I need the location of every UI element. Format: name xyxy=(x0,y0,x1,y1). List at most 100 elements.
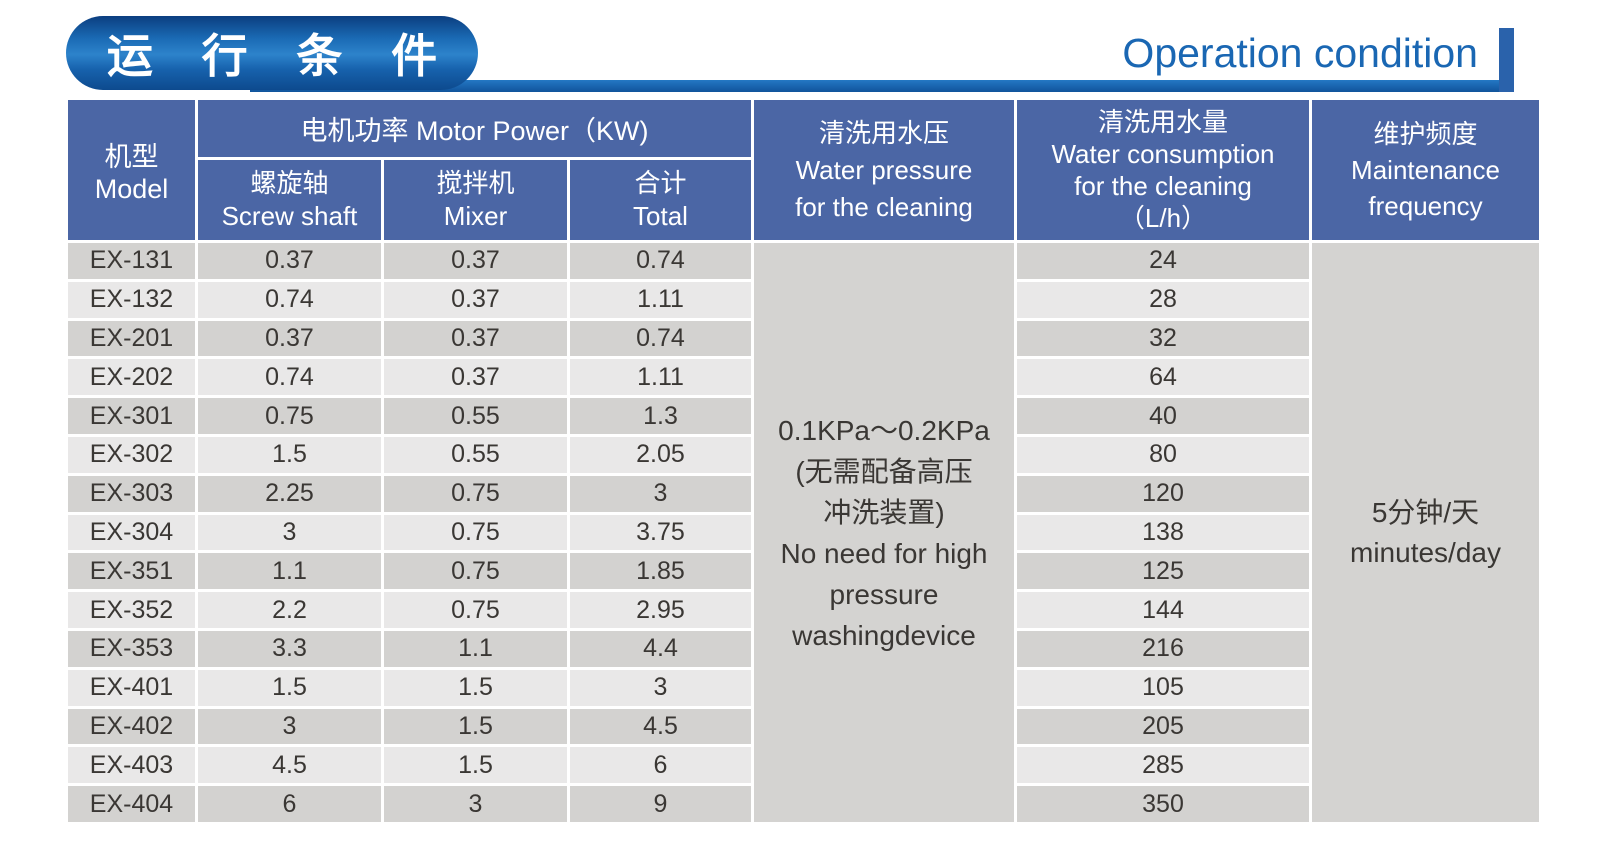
water-consumption-cell: 40 xyxy=(1017,398,1309,434)
total-cell: 6 xyxy=(570,747,751,784)
model-and-power-rows: EX-131 0.37 0.37 0.74 EX-132 0.74 0.37 1… xyxy=(68,243,751,822)
header-model: 机型 Model xyxy=(68,100,195,240)
total-cell: 1.85 xyxy=(570,553,751,590)
model-cell: EX-132 xyxy=(68,281,195,318)
header-motor-power-group: 电机功率 Motor Power（KW) 螺旋轴 Screw shaft 搅拌机… xyxy=(198,100,751,240)
table-row: EX-401 1.5 1.5 3 xyxy=(68,669,751,706)
screw-shaft-cell: 0.37 xyxy=(198,320,381,357)
model-cell: EX-404 xyxy=(68,786,195,822)
header-mixer: 搅拌机 Mixer xyxy=(384,160,567,240)
screw-shaft-cell: 3.3 xyxy=(198,630,381,667)
water-consumption-cell: 24 xyxy=(1017,243,1309,279)
mixer-cell: 1.5 xyxy=(384,708,567,745)
table-row: EX-131 0.37 0.37 0.74 xyxy=(68,243,751,279)
operation-condition-table: 机型 Model 电机功率 Motor Power（KW) 螺旋轴 Screw … xyxy=(68,100,1539,822)
total-cell: 2.05 xyxy=(570,436,751,473)
model-cell: EX-352 xyxy=(68,592,195,628)
model-cell: EX-351 xyxy=(68,553,195,590)
model-cell: EX-302 xyxy=(68,436,195,473)
screw-shaft-cell: 1.5 xyxy=(198,669,381,706)
header-total: 合计 Total xyxy=(570,160,751,240)
table-row: EX-352 2.2 0.75 2.95 xyxy=(68,592,751,628)
header-screw-shaft: 螺旋轴 Screw shaft xyxy=(198,160,381,240)
screw-shaft-cell: 3 xyxy=(198,708,381,745)
banner-horizontal-bar xyxy=(250,80,1514,92)
screw-shaft-cell: 1.1 xyxy=(198,553,381,590)
water-consumption-column: 24 28 32 64 40 80 120 138 125 144 216 10… xyxy=(1017,243,1309,822)
screw-shaft-cell: 2.2 xyxy=(198,592,381,628)
water-pressure-merged-cell: 0.1KPa～0.2KPa (无需配备高压 冲洗装置) No need for … xyxy=(754,243,1014,822)
total-cell: 9 xyxy=(570,786,751,822)
table-body: EX-131 0.37 0.37 0.74 EX-132 0.74 0.37 1… xyxy=(68,243,1539,822)
screw-shaft-cell: 4.5 xyxy=(198,747,381,784)
table-row: EX-301 0.75 0.55 1.3 xyxy=(68,398,751,434)
mixer-cell: 0.55 xyxy=(384,436,567,473)
table-row: EX-201 0.37 0.37 0.74 xyxy=(68,320,751,357)
water-consumption-cell: 32 xyxy=(1017,320,1309,357)
model-cell: EX-403 xyxy=(68,747,195,784)
water-consumption-cell: 205 xyxy=(1017,708,1309,745)
table-row: EX-303 2.25 0.75 3 xyxy=(68,475,751,512)
mixer-cell: 0.75 xyxy=(384,514,567,551)
water-consumption-cell: 28 xyxy=(1017,281,1309,318)
total-cell: 1.11 xyxy=(570,359,751,396)
header-motor-subrow: 螺旋轴 Screw shaft 搅拌机 Mixer 合计 Total xyxy=(198,160,751,240)
table-row: EX-202 0.74 0.37 1.11 xyxy=(68,359,751,396)
total-cell: 1.3 xyxy=(570,398,751,434)
table-header: 机型 Model 电机功率 Motor Power（KW) 螺旋轴 Screw … xyxy=(68,100,1539,240)
water-consumption-cell: 105 xyxy=(1017,669,1309,706)
total-cell: 0.74 xyxy=(570,243,751,279)
water-consumption-cell: 80 xyxy=(1017,436,1309,473)
model-cell: EX-301 xyxy=(68,398,195,434)
total-cell: 1.11 xyxy=(570,281,751,318)
screw-shaft-cell: 0.74 xyxy=(198,281,381,318)
screw-shaft-cell: 2.25 xyxy=(198,475,381,512)
screw-shaft-cell: 0.74 xyxy=(198,359,381,396)
screw-shaft-cell: 6 xyxy=(198,786,381,822)
header-motor-power: 电机功率 Motor Power（KW) xyxy=(198,100,751,157)
total-cell: 0.74 xyxy=(570,320,751,357)
model-cell: EX-131 xyxy=(68,243,195,279)
mixer-cell: 0.37 xyxy=(384,243,567,279)
table-row: EX-404 6 3 9 xyxy=(68,786,751,822)
total-cell: 3.75 xyxy=(570,514,751,551)
banner-vertical-bar xyxy=(1499,28,1514,92)
total-cell: 3 xyxy=(570,475,751,512)
total-cell: 3 xyxy=(570,669,751,706)
screw-shaft-cell: 0.37 xyxy=(198,243,381,279)
model-cell: EX-353 xyxy=(68,630,195,667)
screw-shaft-cell: 3 xyxy=(198,514,381,551)
water-consumption-cell: 64 xyxy=(1017,359,1309,396)
table-row: EX-351 1.1 0.75 1.85 xyxy=(68,553,751,590)
mixer-cell: 0.75 xyxy=(384,475,567,512)
header-water-pressure: 清洗用水压 Water pressure for the cleaning xyxy=(754,100,1014,240)
page-title-zh: 运 行 条 件 xyxy=(106,30,456,82)
header-maintenance-frequency: 维护频度 Maintenance frequency xyxy=(1312,100,1539,240)
screw-shaft-cell: 1.5 xyxy=(198,436,381,473)
total-cell: 4.4 xyxy=(570,630,751,667)
table-row: EX-403 4.5 1.5 6 xyxy=(68,747,751,784)
model-cell: EX-202 xyxy=(68,359,195,396)
model-cell: EX-401 xyxy=(68,669,195,706)
model-cell: EX-304 xyxy=(68,514,195,551)
water-consumption-cell: 120 xyxy=(1017,475,1309,512)
water-consumption-cell: 125 xyxy=(1017,553,1309,590)
mixer-cell: 0.75 xyxy=(384,553,567,590)
mixer-cell: 0.37 xyxy=(384,359,567,396)
table-row: EX-302 1.5 0.55 2.05 xyxy=(68,436,751,473)
mixer-cell: 0.75 xyxy=(384,592,567,628)
table-row: EX-304 3 0.75 3.75 xyxy=(68,514,751,551)
water-consumption-cell: 216 xyxy=(1017,630,1309,667)
model-cell: EX-402 xyxy=(68,708,195,745)
water-consumption-cell: 138 xyxy=(1017,514,1309,551)
total-cell: 2.95 xyxy=(570,592,751,628)
title-badge: 运 行 条 件 xyxy=(66,16,478,90)
header-water-consumption: 清洗用水量 Water consumption for the cleaning… xyxy=(1017,100,1309,240)
mixer-cell: 1.5 xyxy=(384,669,567,706)
mixer-cell: 0.37 xyxy=(384,281,567,318)
model-cell: EX-303 xyxy=(68,475,195,512)
table-row: EX-132 0.74 0.37 1.11 xyxy=(68,281,751,318)
screw-shaft-cell: 0.75 xyxy=(198,398,381,434)
water-consumption-cell: 144 xyxy=(1017,592,1309,628)
